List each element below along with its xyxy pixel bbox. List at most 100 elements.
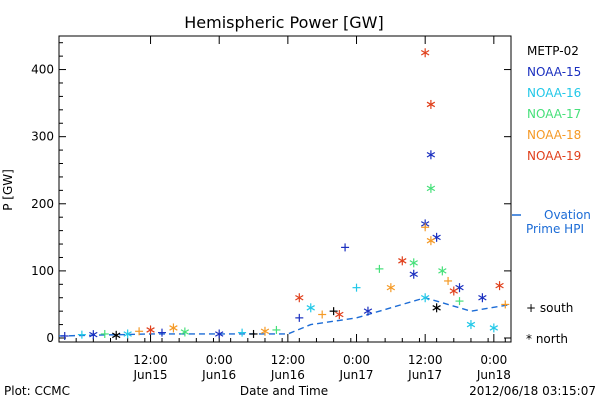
marker-stroke [449,288,458,294]
marker-stroke [180,329,190,335]
y-tick-label: 100 [31,264,54,278]
data-point-south [135,327,144,336]
legend-item: METP-02 [527,44,579,58]
marker-stroke [260,328,270,335]
x-tick-label-time: 0:00 [343,353,370,367]
ovation-series [58,297,512,337]
data-point-north [112,330,121,340]
y-axis: 0 100 200 300 400 [31,42,511,345]
data-point-south [100,329,109,338]
data-point-north [426,236,436,246]
x-axis-label: Date and Time [240,384,328,398]
data-point-north [449,286,458,296]
data-point-north [489,323,499,333]
data-point-south [238,328,247,337]
marker-stroke [478,294,487,301]
data-point-north [409,269,418,279]
data-point-north [426,150,436,160]
data-point-north [215,329,224,339]
chart-title: Hemispheric Power [GW] [184,13,383,32]
marker-stroke [455,284,464,291]
data-point-north [335,310,344,320]
data-point-north [420,293,430,303]
x-tick-label-date: Jun17 [339,368,374,382]
marker-stroke [398,258,407,264]
x-tick-label-date: Jun15 [133,368,168,382]
marker-stroke [306,305,315,311]
y-tick-label: 400 [31,63,54,77]
data-point-north [466,320,476,330]
x-tick-label-time: 0:00 [206,353,233,367]
data-point-south [272,325,281,334]
marker-stroke [215,331,224,337]
data-point-south [60,331,69,340]
marker-stroke [409,271,418,278]
data-point-north [438,266,447,276]
data-point-north [169,323,178,333]
data-point-south [77,330,86,339]
plot-area [58,35,512,343]
y-tick-label: 200 [31,197,54,211]
footer-timestamp: 2012/06/18 03:15:07 [469,384,596,398]
marker-stroke [432,305,441,311]
marker-stroke [295,294,304,301]
marker-stroke [466,321,476,328]
data-point-south [352,283,361,292]
legend-item: NOAA-16 [527,86,581,100]
legend-item: NOAA-19 [527,149,581,163]
data-point-north [455,283,464,293]
x-tick-label-date: Jun16 [201,368,236,382]
x-tick-label-time: 12:00 [408,353,443,367]
data-point-south [455,297,464,306]
data-point-north [495,281,504,291]
ovation-line [58,297,512,337]
marker-stroke [169,325,178,331]
marker-stroke [426,185,436,192]
marker-legend-south: + south [526,301,573,315]
marker-stroke [409,260,418,266]
marker-stroke [426,101,436,108]
y-axis-label: P [GW] [1,169,15,211]
legend-item: NOAA-18 [527,128,581,142]
ovation-legend: Ovation Prime HPI [512,208,591,236]
marker-stroke [438,268,447,274]
legend-item: NOAA-15 [527,65,581,79]
data-points [60,48,510,340]
data-point-north [426,183,436,193]
marker-stroke [426,152,436,158]
data-point-north [398,256,407,266]
marker-stroke [386,284,396,291]
data-point-north [295,293,304,303]
data-point-south [249,329,258,338]
data-point-south [318,310,327,319]
data-point-south [501,300,510,309]
legend: METP-02 NOAA-15 NOAA-16 NOAA-17 NOAA-18 NOAA-… [527,44,581,163]
footer-credit: Plot: CCMC [4,384,70,398]
marker-stroke [123,331,132,337]
legend-item: NOAA-17 [527,107,581,121]
marker-stroke [432,234,441,241]
data-point-north [89,330,98,340]
data-point-north [363,306,373,316]
marker-stroke [426,237,436,244]
data-point-north [432,303,441,313]
data-point-north [432,232,441,242]
marker-stroke [420,50,430,56]
marker-stroke [420,294,430,301]
data-point-north [123,329,132,339]
marker-stroke [335,311,344,318]
data-point-south [375,264,384,273]
marker-stroke [363,308,373,314]
ovation-legend-label-1: Ovation [544,208,591,222]
data-point-south [421,223,430,232]
marker-stroke [89,331,98,338]
ovation-legend-label-2: Prime HPI [526,222,584,236]
marker-stroke [489,325,499,331]
data-point-north [146,325,155,335]
data-point-north [180,327,190,337]
marker-stroke [495,282,504,289]
y-tick-label: 300 [31,130,54,144]
x-tick-label-date: Jun18 [476,368,511,382]
x-axis: 12:00Jun150:00Jun1612:00Jun160:00Jun1712… [58,36,511,382]
